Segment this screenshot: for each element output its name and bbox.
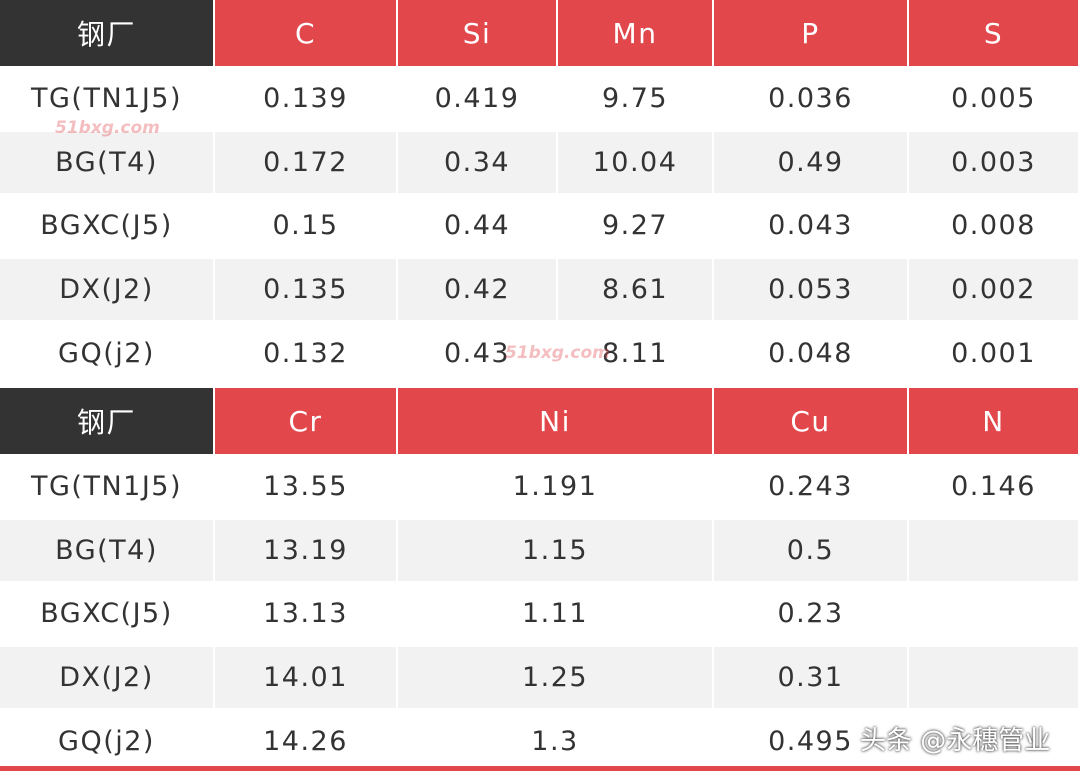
- value-cell: 0.132: [215, 322, 398, 386]
- header-cell: Ni: [398, 388, 714, 456]
- value-cell: 0.008: [909, 195, 1080, 259]
- row-label: BG(T4): [0, 131, 215, 196]
- row-label: BGXC(J5): [0, 583, 215, 647]
- header-cell: Si: [398, 0, 558, 68]
- value-cell: 0.053: [714, 258, 909, 323]
- watermark: 51bxg.com: [55, 118, 160, 138]
- value-cell: 0.23: [714, 583, 909, 647]
- value-cell: 0.15: [215, 195, 398, 259]
- value-cell: 0.036: [714, 68, 909, 132]
- value-cell: 1.3: [398, 710, 714, 771]
- row-label: BGXC(J5): [0, 195, 215, 259]
- value-cell: 0.31: [714, 646, 909, 711]
- row-label: GQ(j2): [0, 322, 215, 386]
- row-label: GQ(j2): [0, 710, 215, 771]
- value-cell: 9.27: [558, 195, 714, 259]
- watermark: 51bxg.com: [505, 343, 610, 363]
- header-cell: S: [909, 0, 1080, 68]
- value-cell: 1.11: [398, 583, 714, 647]
- value-cell: 0.002: [909, 258, 1080, 323]
- value-cell: 0.34: [398, 131, 558, 196]
- value-cell: 13.19: [215, 519, 398, 584]
- value-cell: 0.146: [909, 456, 1080, 520]
- value-cell: 0.139: [215, 68, 398, 132]
- header-cell: N: [909, 388, 1080, 456]
- value-cell: 13.55: [215, 456, 398, 520]
- value-cell: 1.191: [398, 456, 714, 520]
- value-cell: 1.25: [398, 646, 714, 711]
- value-cell: 0.49: [714, 131, 909, 196]
- value-cell: 10.04: [558, 131, 714, 196]
- row-label: TG(TN1J5): [0, 456, 215, 520]
- value-cell: 0.172: [215, 131, 398, 196]
- value-cell: 8.61: [558, 258, 714, 323]
- empty-cell: [909, 646, 1080, 711]
- header-cell: 钢厂: [0, 388, 215, 456]
- header-cell: 钢厂: [0, 0, 215, 68]
- value-cell: 0.135: [215, 258, 398, 323]
- value-cell: 0.243: [714, 456, 909, 520]
- value-cell: 0.43: [398, 322, 558, 386]
- header-cell: Mn: [558, 0, 714, 68]
- header-cell: C: [215, 0, 398, 68]
- header-cell: Cu: [714, 388, 909, 456]
- value-cell: 0.001: [909, 322, 1080, 386]
- value-cell: 9.75: [558, 68, 714, 132]
- value-cell: 14.01: [215, 646, 398, 711]
- value-cell: 0.048: [714, 322, 909, 386]
- value-cell: 0.005: [909, 68, 1080, 132]
- bottom-rule: [0, 766, 1080, 771]
- header-cell: P: [714, 0, 909, 68]
- value-cell: 0.5: [714, 519, 909, 584]
- value-cell: 0.043: [714, 195, 909, 259]
- row-label: DX(J2): [0, 258, 215, 323]
- value-cell: 0.495: [714, 710, 909, 771]
- value-cell: 0.42: [398, 258, 558, 323]
- value-cell: 14.26: [215, 710, 398, 771]
- value-cell: 0.003: [909, 131, 1080, 196]
- value-cell: 8.11: [558, 322, 714, 386]
- watermark: 头条 @永穗管业: [860, 726, 1051, 756]
- value-cell: 0.419: [398, 68, 558, 132]
- header-cell: Cr: [215, 388, 398, 456]
- row-label: DX(J2): [0, 646, 215, 711]
- value-cell: 0.44: [398, 195, 558, 259]
- row-label: TG(TN1J5): [0, 68, 215, 132]
- value-cell: 13.13: [215, 583, 398, 647]
- value-cell: 1.15: [398, 519, 714, 584]
- empty-cell: [909, 519, 1080, 584]
- row-label: BG(T4): [0, 519, 215, 584]
